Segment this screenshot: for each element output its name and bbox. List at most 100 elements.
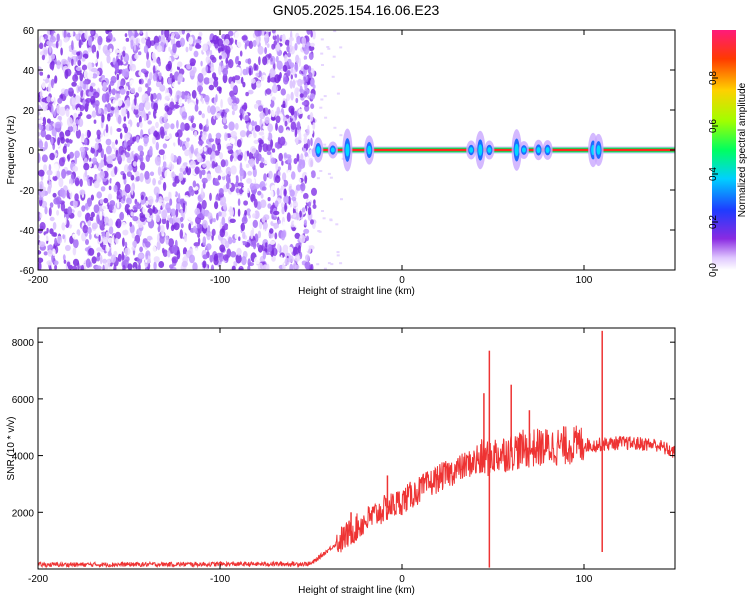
noise-blob [242, 186, 249, 192]
noise-blob [105, 123, 109, 134]
noise-blob [126, 197, 132, 205]
noise-blob [156, 45, 163, 53]
noise-blob [69, 220, 75, 226]
noise-blob [79, 178, 83, 187]
noise-blob [132, 216, 139, 222]
colorbar-gradient [712, 30, 736, 270]
noise-blob [206, 50, 210, 56]
noise-blob [48, 41, 54, 46]
noise-blob [312, 204, 317, 209]
noise-blob [286, 70, 291, 77]
noise-blob [296, 121, 301, 131]
noise-blob [84, 30, 88, 39]
noise-blob [275, 55, 279, 63]
noise-blob [242, 231, 246, 240]
noise-blob [171, 189, 176, 197]
noise-blob [71, 58, 74, 66]
noise-blob [267, 123, 274, 133]
noise-blob [122, 229, 129, 236]
noise-blob [151, 52, 156, 60]
noise-blob [138, 102, 145, 112]
noise-blob [81, 133, 85, 139]
noise-blob [255, 36, 260, 46]
noise-blob [213, 181, 220, 186]
noise-blob [44, 233, 51, 241]
noise-blob [59, 254, 63, 261]
noise-blob [234, 66, 241, 76]
noise-blob [264, 30, 271, 33]
noise-blob [40, 129, 47, 138]
noise-blob [87, 62, 93, 70]
noise-blob [277, 136, 281, 145]
noise-blob [279, 30, 285, 33]
noise-blob [169, 217, 174, 224]
noise-blob [211, 160, 216, 169]
noise-blob [201, 177, 208, 184]
noise-blob [262, 56, 268, 66]
noise-dot [321, 210, 324, 212]
y-tick-label: -20 [20, 186, 35, 197]
noise-blob [268, 170, 273, 180]
noise-blob [276, 106, 281, 116]
noise-blob [96, 50, 99, 60]
noise-dot [329, 219, 333, 222]
noise-blob [116, 73, 120, 81]
noise-blob [201, 113, 205, 119]
noise-blob [59, 228, 63, 235]
noise-blob [274, 232, 278, 240]
noise-blob [150, 245, 157, 253]
noise-blob [253, 63, 257, 71]
burst-center [545, 147, 550, 153]
noise-blob [178, 172, 184, 182]
noise-blob [82, 224, 89, 234]
noise-blob [117, 114, 122, 125]
noise-blob [230, 165, 237, 175]
noise-blob [196, 222, 201, 229]
noise-blob [197, 213, 204, 219]
noise-blob [260, 157, 265, 163]
noise-blob [305, 156, 310, 162]
noise-blob [109, 200, 116, 207]
noise-blob [295, 137, 299, 145]
noise-blob [90, 194, 94, 201]
noise-blob [220, 210, 227, 218]
noise-blob [156, 202, 161, 211]
noise-blob [222, 239, 226, 245]
noise-blob [114, 237, 119, 245]
noise-blob [282, 244, 289, 255]
noise-blob [127, 123, 131, 133]
noise-blob [157, 180, 162, 185]
noise-blob [91, 147, 95, 154]
noise-blob [239, 113, 243, 121]
noise-blob [281, 33, 286, 44]
noise-blob [91, 67, 98, 73]
noise-blob [203, 146, 207, 152]
noise-blob [310, 263, 314, 270]
noise-blob [232, 238, 236, 244]
noise-blob [290, 91, 294, 101]
noise-blob [68, 53, 73, 58]
noise-blob [268, 53, 272, 58]
noise-blob [260, 199, 267, 208]
noise-blob [48, 181, 52, 190]
noise-blob [286, 212, 291, 223]
noise-blob [147, 195, 154, 206]
noise-blob [214, 106, 221, 113]
noise-dot [336, 92, 340, 95]
noise-blob [138, 51, 142, 56]
noise-blob [303, 91, 308, 98]
noise-blob [62, 234, 65, 240]
noise-blob [59, 106, 66, 117]
noise-blob [160, 224, 165, 235]
noise-blob [261, 99, 265, 105]
noise-blob [127, 145, 131, 152]
noise-blob [161, 209, 168, 220]
noise-blob [192, 262, 198, 270]
noise-blob [297, 245, 301, 254]
noise-blob [170, 208, 177, 217]
noise-blob [103, 216, 109, 224]
noise-blob [299, 93, 304, 98]
noise-blob [296, 153, 300, 162]
noise-blob [230, 130, 237, 138]
noise-blob [77, 59, 82, 67]
